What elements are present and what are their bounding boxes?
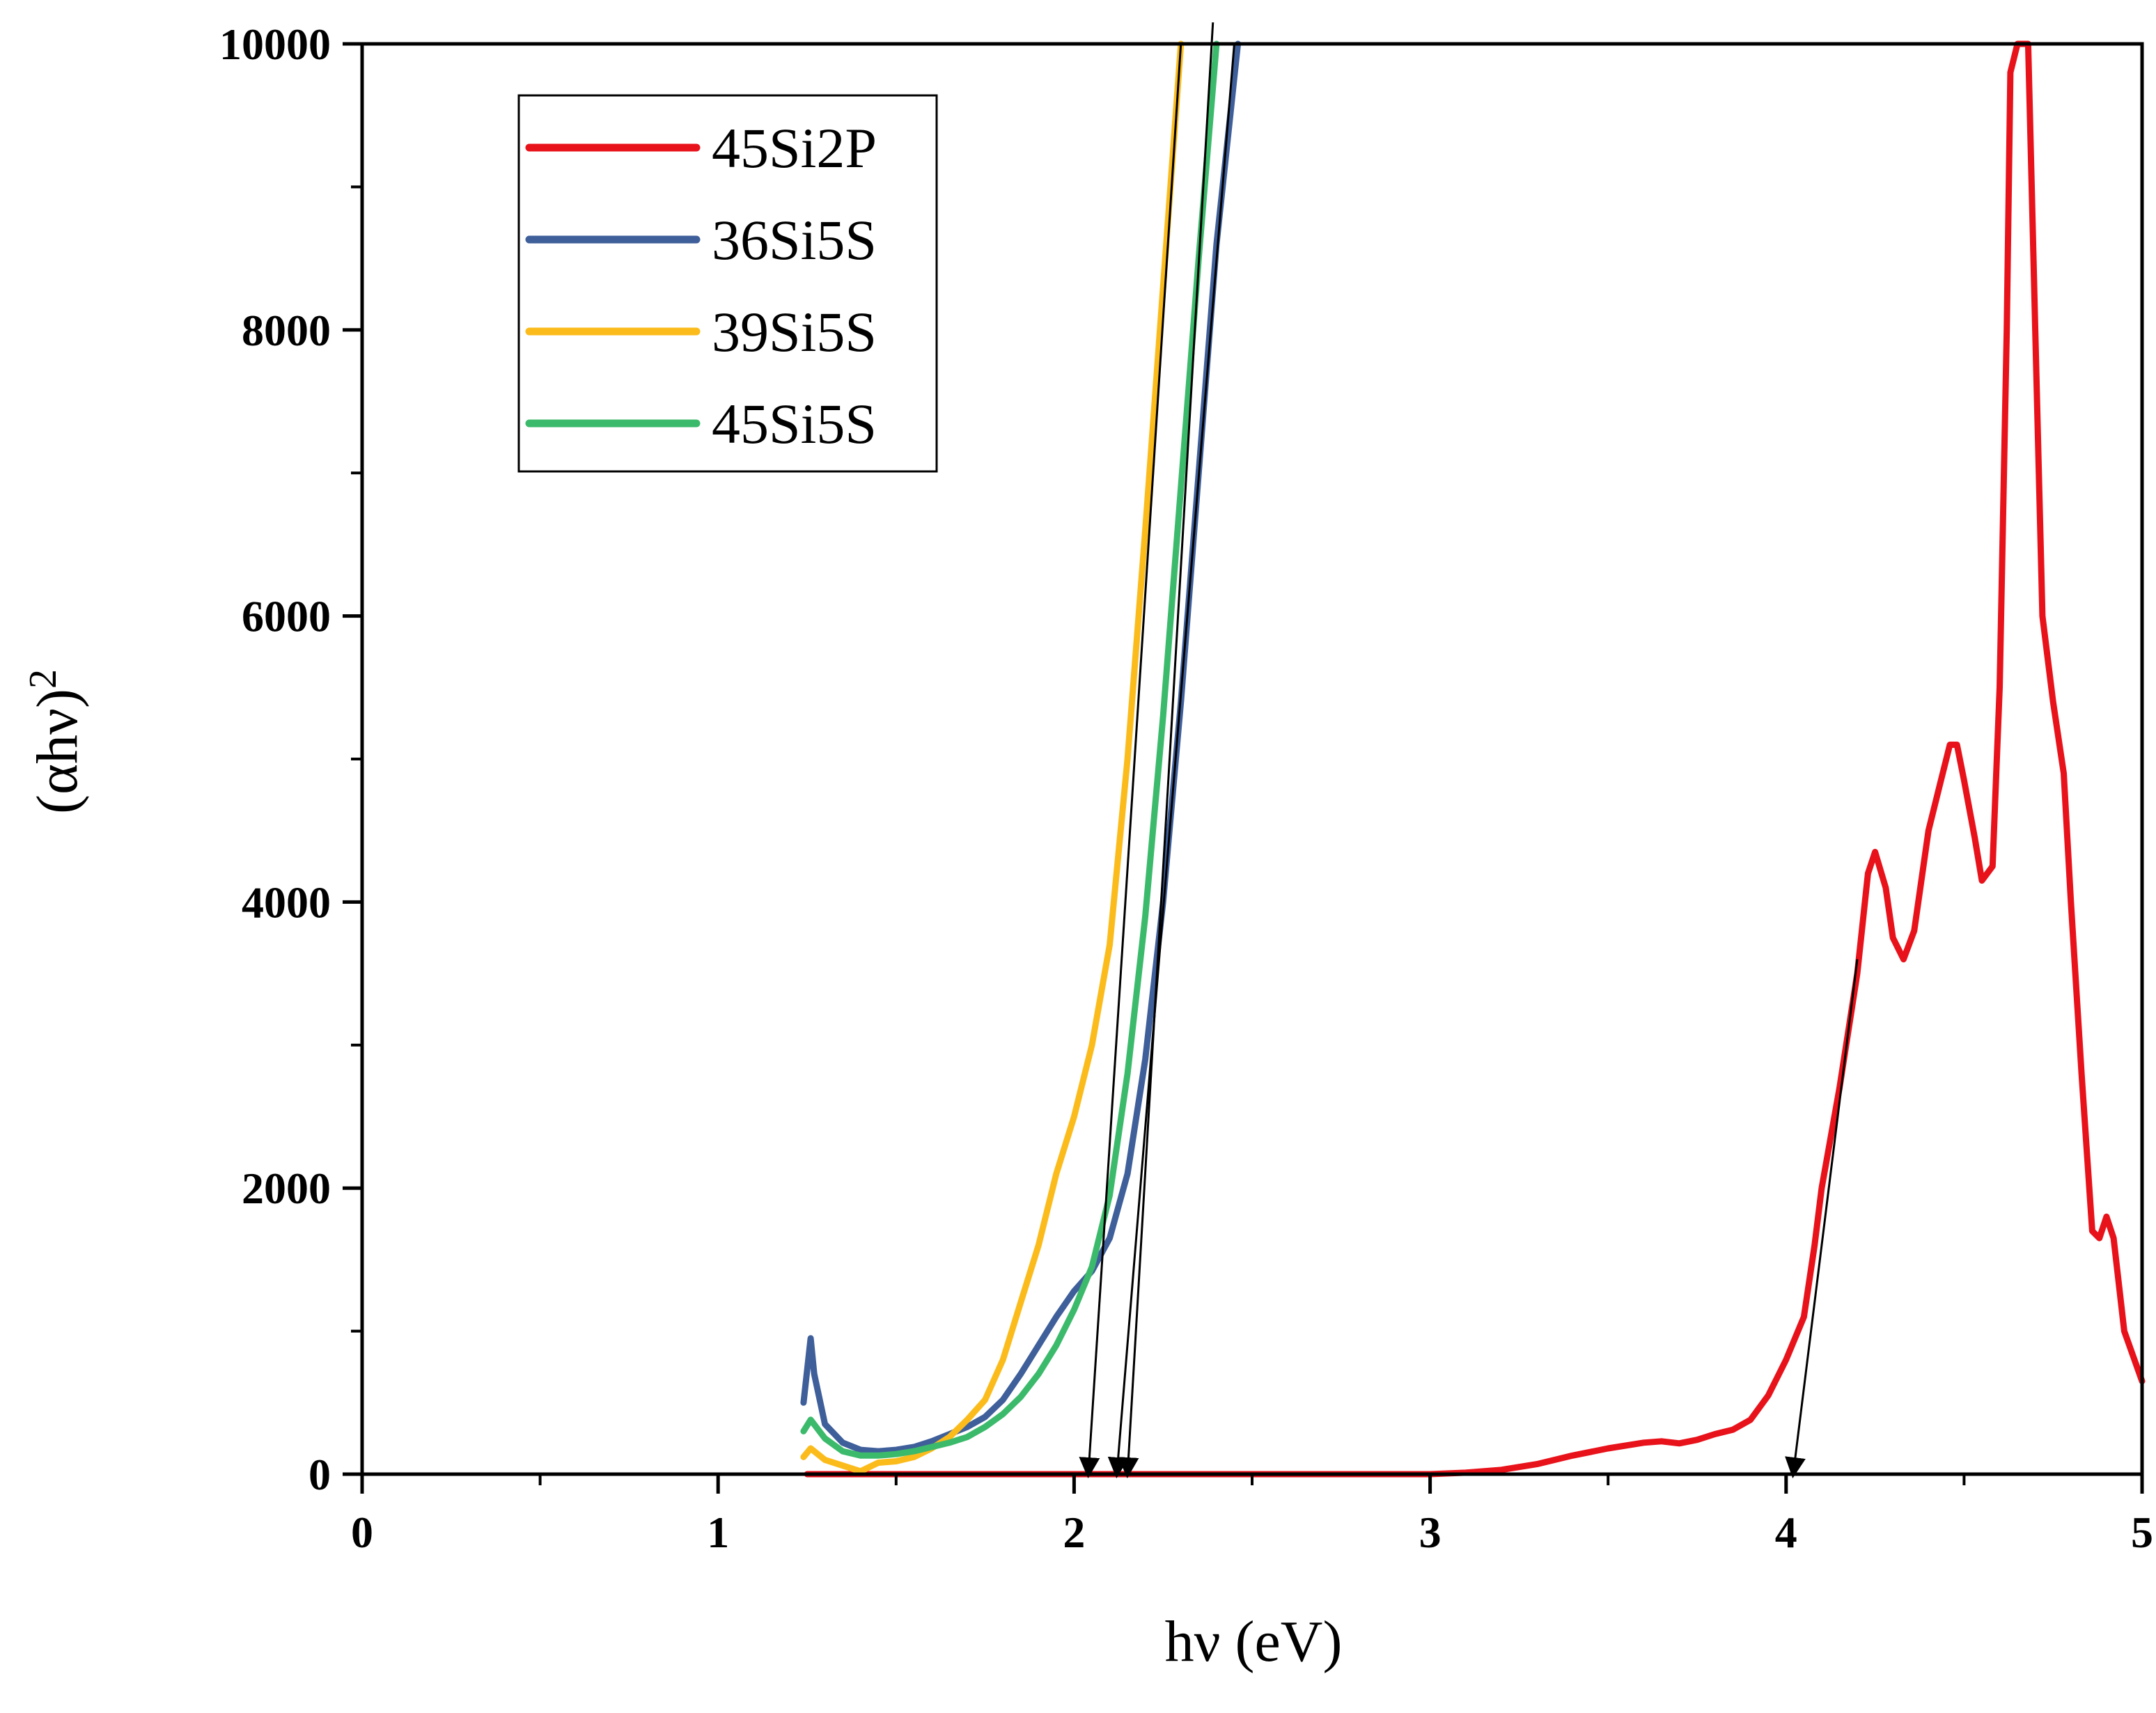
y-tick-label: 0 bbox=[308, 1450, 331, 1499]
x-tick-label: 0 bbox=[351, 1508, 373, 1557]
y-tick-label: 8000 bbox=[242, 306, 331, 355]
legend-label-45Si5S: 45Si5S bbox=[712, 392, 877, 455]
series-line-45Si2P bbox=[804, 40, 2146, 1478]
x-tick-label: 4 bbox=[1775, 1508, 1797, 1557]
y-tick-label: 6000 bbox=[242, 592, 331, 641]
legend-label-45Si2P: 45Si2P bbox=[712, 116, 877, 180]
y-tick-label: 2000 bbox=[242, 1164, 331, 1213]
tangent-arrow-2 bbox=[1107, 43, 1235, 1478]
series-layer bbox=[800, 40, 2146, 1478]
series-line-45Si5S bbox=[800, 40, 1220, 1459]
annotation-layer bbox=[1079, 22, 1859, 1478]
y-axis-title-base: (αhν) bbox=[25, 689, 90, 814]
y-axis-title: (αhν)2 bbox=[22, 669, 90, 814]
legend-label-36Si5S: 36Si5S bbox=[712, 208, 877, 272]
tangent-arrow-3 bbox=[1118, 22, 1214, 1478]
x-tick-label: 2 bbox=[1063, 1508, 1085, 1557]
tangent-arrow-4 bbox=[1785, 959, 1859, 1478]
y-tick-label: 4000 bbox=[242, 877, 331, 927]
legend-items: 45Si2P 36Si5S 39Si5S 45Si5S bbox=[525, 116, 877, 455]
tick-layer: 0 1 2 3 4 5 0 2000 4000 6000 8000 10000 bbox=[219, 19, 2153, 1557]
x-tick-label: 3 bbox=[1419, 1508, 1442, 1557]
y-tick-label: 10000 bbox=[219, 19, 331, 69]
x-tick-label: 1 bbox=[707, 1508, 729, 1557]
x-axis-title: hν (eV) bbox=[1165, 1609, 1343, 1674]
legend-label-39Si5S: 39Si5S bbox=[712, 300, 877, 363]
tangent-arrow-1 bbox=[1079, 43, 1182, 1478]
series-line-39Si5S bbox=[800, 40, 1185, 1475]
legend: 45Si2P 36Si5S 39Si5S 45Si5S bbox=[517, 94, 938, 473]
legend-box bbox=[517, 94, 938, 473]
y-axis-title-superscript: 2 bbox=[22, 669, 65, 689]
x-tick-label: 5 bbox=[2131, 1508, 2153, 1557]
